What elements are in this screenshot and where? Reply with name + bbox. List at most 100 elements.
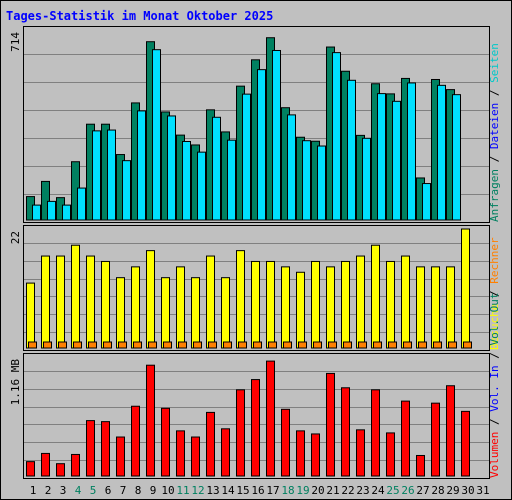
x-tick-label: 14: [221, 484, 235, 497]
bar-rechner-day-26: [403, 341, 412, 349]
bar-besuche-day-27: [416, 266, 425, 349]
legend-visits: Besuche / Rechner: [488, 237, 501, 350]
x-tick-label: 5: [90, 484, 97, 497]
legend-item-besuche: Besuche: [488, 304, 501, 350]
bar-volumen-day-12: [191, 436, 200, 477]
bar-besuche-day-13: [206, 255, 215, 349]
bar-dateien-day-15: [242, 93, 251, 221]
bar-volumen-day-28: [431, 402, 440, 477]
bar-volumen-day-2: [41, 452, 50, 477]
bar-volumen-day-23: [356, 429, 365, 477]
bar-rechner-day-2: [43, 341, 52, 349]
bar-volumen-day-14: [221, 428, 230, 477]
x-tick-label: 27: [416, 484, 429, 497]
bar-besuche-day-21: [326, 266, 335, 349]
bar-volumen-day-17: [266, 360, 275, 477]
bar-volumen-day-10: [161, 407, 170, 477]
x-tick-label: 2: [45, 484, 52, 497]
bar-volumen-day-21: [326, 372, 335, 477]
bar-besuche-day-20: [311, 260, 320, 349]
bar-dateien-day-22: [347, 79, 356, 221]
bar-dateien-day-13: [212, 116, 221, 221]
bar-rechner-day-19: [298, 341, 307, 349]
bar-volumen-day-11: [176, 430, 185, 477]
bar-dateien-day-10: [167, 115, 176, 221]
panel-visits: 22 Besuche / Rechner: [9, 225, 501, 351]
bar-rechner-day-11: [178, 341, 187, 349]
bar-rechner-day-27: [418, 341, 427, 349]
bar-volumen-day-19: [296, 430, 305, 477]
bar-rechner-day-10: [163, 341, 172, 349]
bar-volumen-day-27: [416, 454, 425, 477]
bar-rechner-day-12: [193, 341, 202, 349]
x-tick-label: 11: [176, 484, 189, 497]
bar-rechner-day-9: [148, 341, 157, 349]
bar-rechner-day-13: [208, 341, 217, 349]
x-tick-label: 8: [135, 484, 142, 497]
bar-besuche-day-28: [431, 266, 440, 349]
bar-besuche-day-26: [401, 255, 410, 349]
legend-separator: /: [488, 412, 501, 432]
bar-rechner-day-22: [343, 341, 352, 349]
bar-anfragen-day-2: [41, 180, 50, 221]
x-tick-label: 18: [281, 484, 294, 497]
bar-volumen-day-20: [311, 433, 320, 477]
bar-volumen-day-29: [446, 385, 455, 477]
bar-dateien-day-7: [122, 160, 131, 221]
bar-volumen-day-18: [281, 408, 290, 477]
y-max-label-hits: 714: [9, 32, 22, 52]
bar-rechner-day-4: [73, 341, 82, 349]
bar-volumen-day-15: [236, 389, 245, 477]
legend-item-anfragen: Anfragen: [488, 169, 501, 222]
legend-separator: /: [488, 346, 501, 366]
bar-dateien-day-28: [437, 84, 446, 221]
x-tick-label: 13: [206, 484, 219, 497]
legend-item-volumen: Volumen: [488, 432, 501, 478]
legend-separator: /: [488, 149, 501, 169]
bar-besuche-day-10: [161, 277, 170, 349]
bar-besuche-day-18: [281, 266, 290, 349]
x-tick-label: 23: [356, 484, 369, 497]
x-tick-label: 17: [266, 484, 279, 497]
bar-dateien-day-26: [407, 82, 416, 221]
bar-dateien-day-14: [227, 139, 236, 221]
bar-volumen-day-13: [206, 411, 215, 477]
bar-volumen-day-7: [116, 436, 125, 477]
legend-item-vol-in: Vol. In: [488, 365, 501, 411]
legend-hits: Anfragen / Dateien / Seiten: [488, 43, 501, 222]
bar-besuche-day-6: [101, 260, 110, 349]
bar-rechner-day-15: [238, 341, 247, 349]
bar-besuche-day-12: [191, 277, 200, 349]
legend-item-seiten: Seiten: [488, 43, 501, 83]
x-tick-label: 28: [431, 484, 444, 497]
bar-volumen-day-1: [26, 461, 35, 477]
bar-volumen-day-8: [131, 405, 140, 477]
bar-rechner-day-23: [358, 341, 367, 349]
bar-dateien-day-8: [137, 110, 146, 221]
bar-dateien-day-16: [257, 69, 266, 221]
bar-dateien-day-9: [152, 49, 161, 221]
bar-dateien-day-20: [317, 145, 326, 221]
bar-besuche-day-15: [236, 250, 245, 349]
x-tick-label: 25: [386, 484, 399, 497]
bar-dateien-day-4: [77, 187, 86, 221]
x-tick-label: 15: [236, 484, 249, 497]
bar-besuche-day-14: [221, 277, 230, 349]
y-max-label-visits: 22: [9, 231, 22, 244]
bar-dateien-day-19: [302, 140, 311, 221]
legend-item-vol-out: Vol. Out: [488, 293, 501, 346]
legend-item-rechner: Rechner: [488, 237, 501, 284]
y-max-label-volume: 1.16 MB: [9, 359, 22, 406]
bar-rechner-day-5: [88, 341, 97, 349]
bar-rechner-day-6: [103, 341, 112, 349]
x-tick-label: 26: [401, 484, 414, 497]
legend-separator: /: [488, 83, 501, 103]
bar-besuche-day-8: [131, 266, 140, 349]
bar-dateien-day-21: [332, 52, 341, 221]
bar-besuche-day-3: [56, 255, 65, 349]
bar-volumen-day-5: [86, 420, 95, 477]
bar-dateien-day-29: [452, 94, 461, 221]
bar-volumen-day-22: [341, 387, 350, 477]
bar-rechner-day-7: [118, 341, 127, 349]
